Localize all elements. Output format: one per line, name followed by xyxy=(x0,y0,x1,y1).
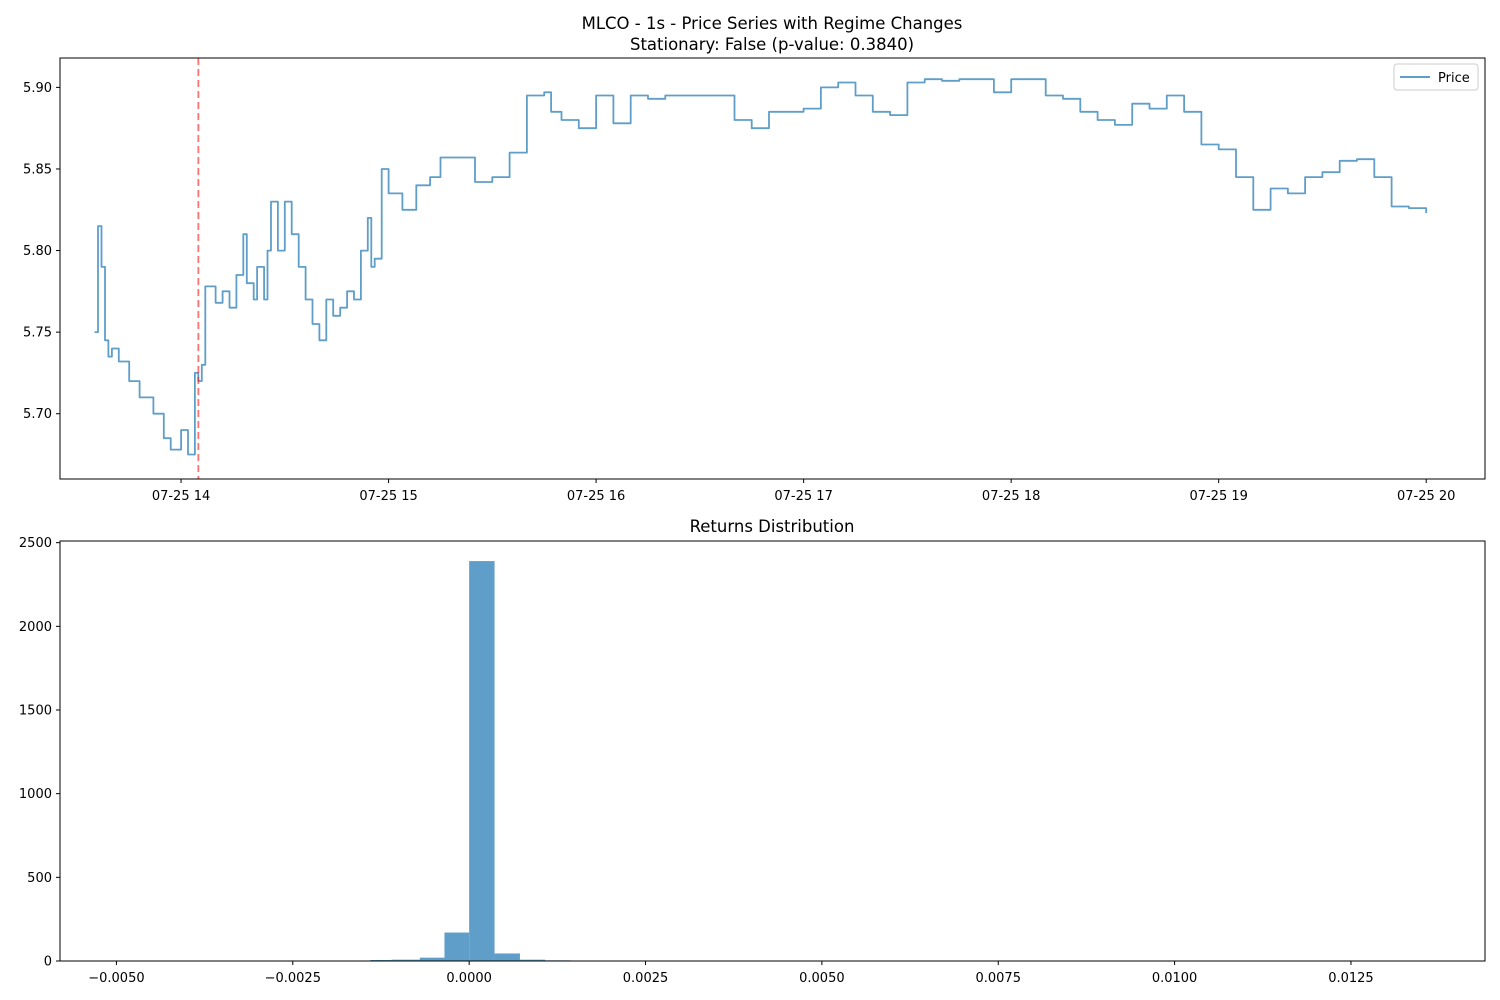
price-x-tick-label: 07-25 15 xyxy=(359,489,417,504)
histogram-bar xyxy=(494,953,520,961)
returns-x-tick-label: −0.0025 xyxy=(265,971,321,986)
price-y-tick-label: 5.85 xyxy=(23,162,52,177)
histogram-bar xyxy=(370,959,392,961)
returns-x-tick-label: 0.0025 xyxy=(623,971,669,986)
returns-y-tick-label: 1500 xyxy=(19,704,52,719)
returns-x-tick-label: 0.0125 xyxy=(1328,971,1374,986)
histogram-bar xyxy=(391,959,420,961)
price-x-tick-label: 07-25 20 xyxy=(1397,489,1455,504)
histogram-bar xyxy=(444,932,470,961)
returns-y-tick-label: 0 xyxy=(44,955,52,970)
returns-x-tick-label: 0.0075 xyxy=(975,971,1021,986)
legend-price-label: Price xyxy=(1438,71,1470,86)
price-chart-subtitle: Stationary: False (p-value: 0.3840) xyxy=(630,35,914,54)
price-x-tick-label: 07-25 18 xyxy=(982,489,1040,504)
returns-plot-frame xyxy=(59,540,1486,962)
returns-y-tick-label: 2500 xyxy=(19,536,52,551)
price-chart-title: MLCO - 1s - Price Series with Regime Cha… xyxy=(582,14,963,33)
price-x-tick-label: 07-25 16 xyxy=(567,489,625,504)
price-x-tick-label: 07-25 17 xyxy=(774,489,832,504)
price-y-tick-label: 5.75 xyxy=(23,326,52,341)
returns-y-tick-label: 1000 xyxy=(19,787,52,802)
price-x-tick-label: 07-25 14 xyxy=(152,489,210,504)
price-y-tick-label: 5.90 xyxy=(23,81,52,96)
price-plot-frame xyxy=(59,57,1486,480)
price-series-line xyxy=(94,78,1428,456)
returns-x-tick-label: 0.0100 xyxy=(1152,971,1198,986)
price-y-tick-label: 5.80 xyxy=(23,244,52,259)
price-legend: Price xyxy=(1393,63,1479,91)
price-chart: MLCO - 1s - Price Series with Regime Cha… xyxy=(23,14,1486,504)
returns-x-tick-label: −0.0050 xyxy=(88,971,144,986)
returns-chart: Returns Distribution 0 500 1000 1500 2000 250… xyxy=(19,517,1486,986)
price-plot-area: 5.70 5.75 5.80 5.85 5.90 07-25 14 07-25 15 07-2… xyxy=(23,58,1455,504)
histogram-bar xyxy=(419,957,445,961)
returns-x-tick-label: 0.0000 xyxy=(446,971,492,986)
returns-x-tick-label: 0.0050 xyxy=(799,971,845,986)
returns-y-tick-label: 2000 xyxy=(19,620,52,635)
returns-chart-title: Returns Distribution xyxy=(690,517,855,536)
price-x-tick-label: 07-25 19 xyxy=(1189,489,1247,504)
histogram-bar xyxy=(469,561,495,961)
returns-plot-area: 0 500 1000 1500 2000 2500 −0.0050 −0.0025 0.0000… xyxy=(19,536,1374,986)
price-y-tick-label: 5.70 xyxy=(23,407,52,422)
histogram-bar xyxy=(519,959,546,961)
returns-y-tick-label: 500 xyxy=(27,871,52,886)
legend-box xyxy=(1393,63,1479,91)
